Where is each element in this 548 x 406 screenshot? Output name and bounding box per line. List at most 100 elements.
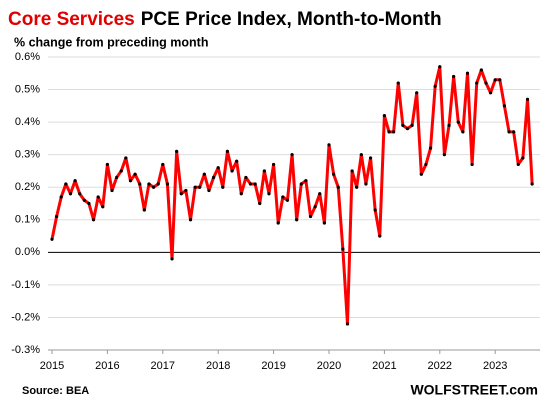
point-marker [230,169,234,173]
point-marker [341,247,345,251]
point-marker [175,149,179,154]
point-marker [475,81,479,85]
point-marker [78,192,82,196]
point-marker [378,234,382,238]
point-marker [345,322,350,326]
y-tick-label: 0.3% [15,149,40,161]
point-marker [530,182,534,186]
point-marker [405,127,410,131]
point-marker [276,221,280,225]
point-marker [304,179,308,183]
point-marker [216,166,220,170]
y-tick-label: -0.3% [11,344,40,356]
point-marker [318,192,322,196]
point-marker [96,195,100,199]
point-marker [211,175,216,180]
chart-subtitle: % change from preceding month [14,35,208,49]
point-marker [147,182,151,186]
point-marker [498,78,502,82]
point-marker [396,81,400,85]
point-marker [64,182,68,186]
point-marker [488,91,493,95]
point-marker [73,179,77,183]
point-marker [512,130,516,134]
point-marker [281,195,285,199]
point-marker [188,218,193,222]
point-marker [161,162,165,167]
x-tick-label: 2021 [372,360,396,372]
point-marker [502,104,507,108]
watermark: WOLFSTREET.com [410,382,538,398]
point-marker [299,182,303,186]
point-marker [327,143,331,147]
point-marker [461,130,465,134]
point-marker [87,201,91,206]
point-marker [387,130,391,134]
point-marker [258,201,262,206]
point-marker [110,188,114,193]
point-marker [59,195,63,199]
point-marker [68,192,73,196]
point-marker [355,185,359,189]
y-tick-label: 0.2% [15,181,40,193]
point-marker [165,182,170,186]
point-marker [456,120,460,124]
x-tick-label: 2015 [40,360,64,372]
point-marker [438,65,442,69]
y-tick-label: 0.1% [15,214,40,226]
y-tick-label: 0.0% [15,246,40,258]
x-tick-label: 2023 [483,360,507,372]
point-marker [138,182,142,186]
point-marker [401,123,405,127]
point-marker [428,146,433,150]
point-marker [470,162,474,167]
x-tick-label: 2017 [151,360,175,372]
point-marker [248,182,253,186]
point-marker [202,172,206,176]
point-marker [424,162,428,167]
point-marker [156,182,160,186]
point-marker [285,198,290,202]
chart-title: PCE Price Index, Month-to-Month [141,9,442,30]
point-marker [179,192,183,196]
point-marker [50,237,54,241]
point-marker [105,162,109,167]
point-marker [521,156,525,160]
point-marker [336,185,340,189]
point-marker [452,74,456,79]
point-marker [447,123,451,127]
point-marker [253,182,257,186]
point-marker [55,214,59,219]
point-marker [128,179,133,183]
point-marker [308,214,313,219]
x-tick-label: 2019 [261,360,285,372]
point-marker [225,149,230,154]
point-marker [295,218,299,222]
point-marker [507,130,511,134]
point-marker [516,162,520,167]
point-marker [415,91,419,95]
point-marker [124,156,128,160]
point-marker [82,198,86,202]
point-marker [484,81,488,85]
point-marker [151,185,156,189]
point-marker [290,153,294,157]
point-marker [313,205,317,209]
point-marker [184,188,188,193]
point-marker [170,257,174,261]
y-tick-label: -0.1% [11,279,40,291]
point-marker [433,84,437,88]
y-tick-label: 0.6% [15,51,40,63]
y-tick-label: 0.4% [15,116,40,128]
point-marker [101,205,105,209]
chart-title-highlight: Core Services [8,9,135,30]
x-tick-label: 2020 [317,360,341,372]
point-marker [221,185,225,189]
point-marker [239,192,243,196]
point-marker [525,97,530,101]
point-marker [198,185,202,189]
point-marker [133,172,137,176]
point-marker [442,153,447,157]
point-marker [272,162,276,167]
